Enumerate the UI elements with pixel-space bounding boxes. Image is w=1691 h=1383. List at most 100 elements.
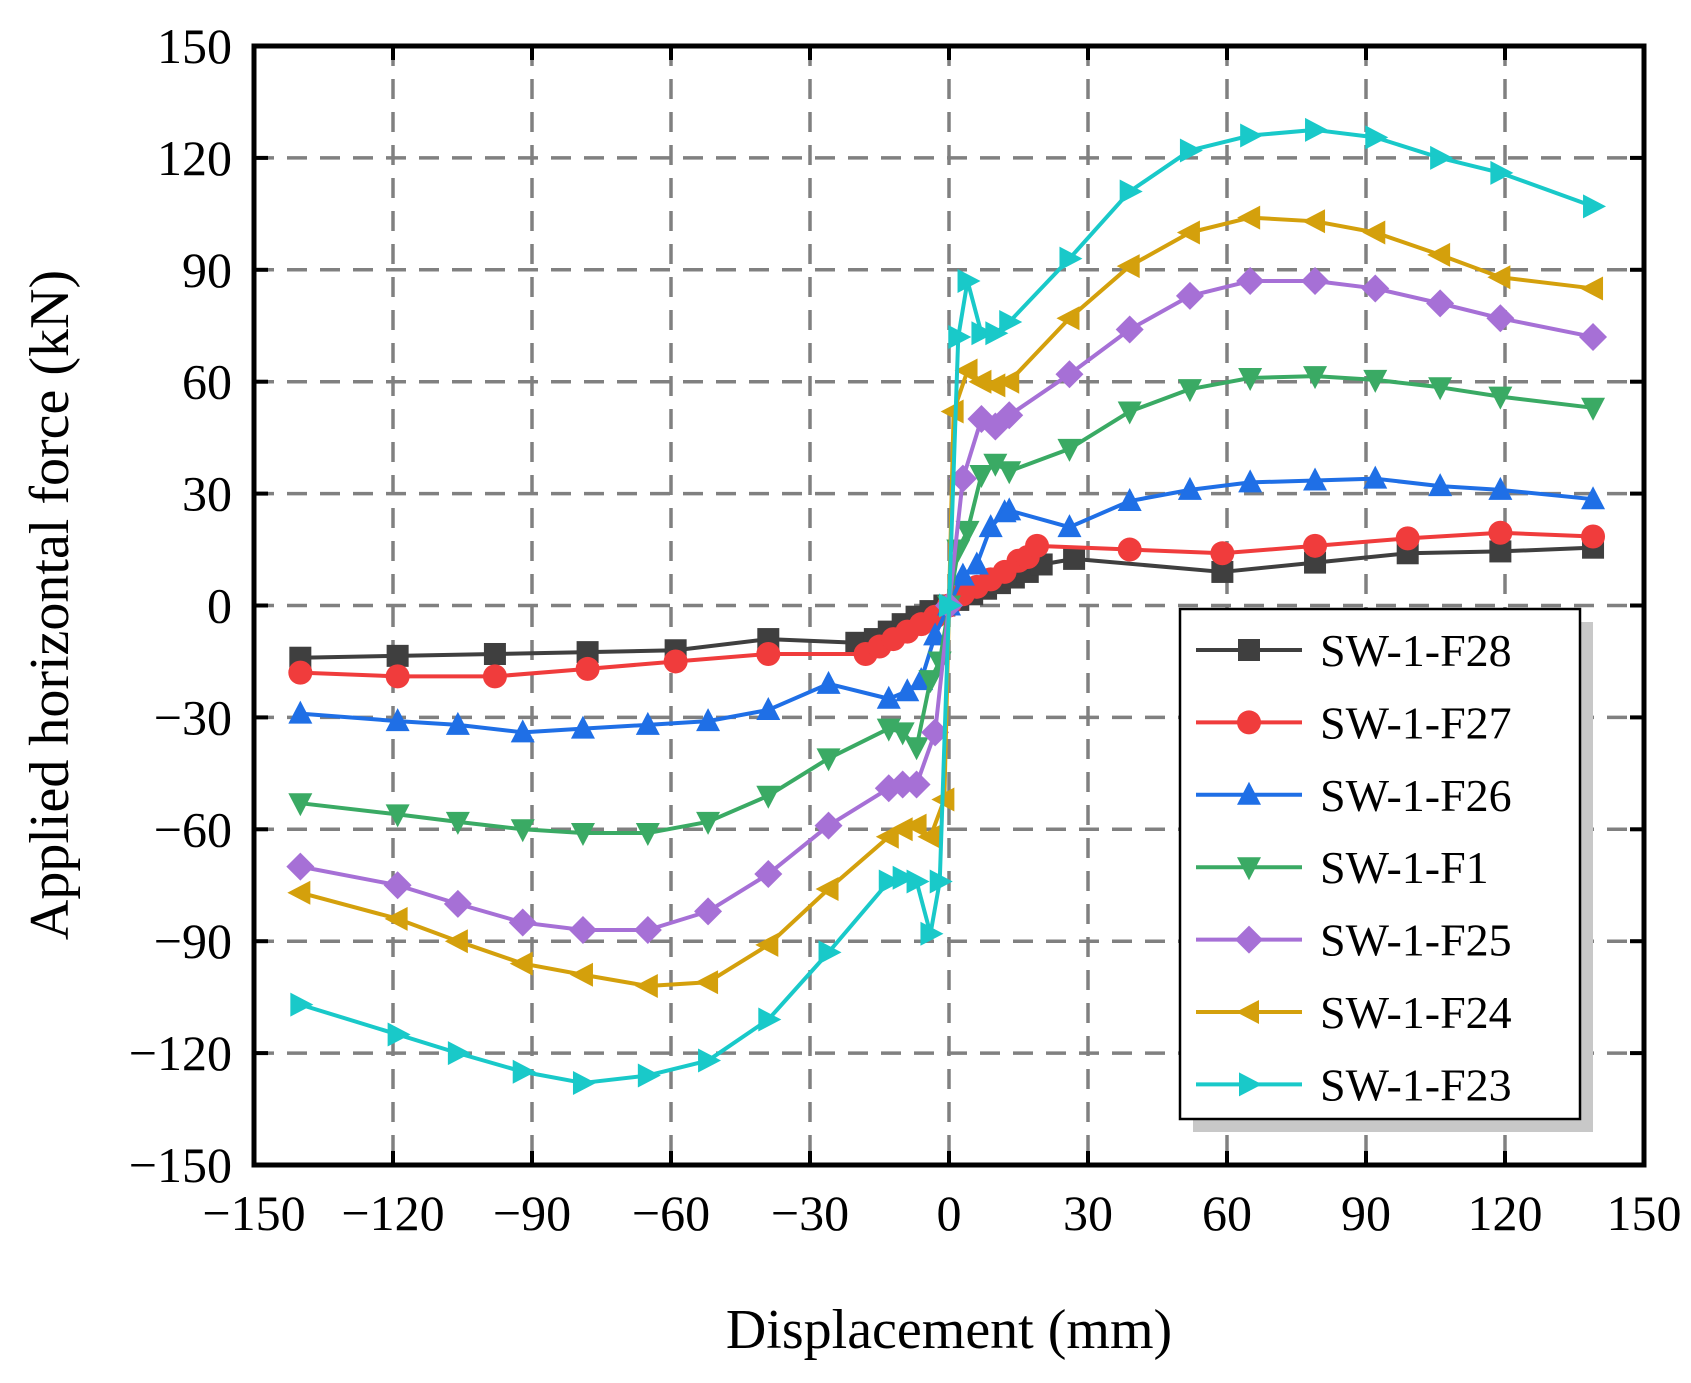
axis-ticks bbox=[252, 44, 1646, 1167]
data-point bbox=[816, 670, 841, 694]
data-point bbox=[576, 641, 599, 664]
data-point bbox=[1488, 386, 1513, 410]
data-point bbox=[948, 324, 972, 349]
data-point bbox=[755, 932, 779, 957]
data-point bbox=[1488, 520, 1513, 545]
legend-swatch-marker bbox=[1237, 857, 1261, 881]
data-point bbox=[756, 641, 781, 666]
data-point bbox=[483, 642, 506, 665]
data-point bbox=[663, 649, 688, 674]
data-point bbox=[1395, 526, 1420, 551]
legend-swatch-marker bbox=[1235, 925, 1263, 954]
legend-label: SW-1-F23 bbox=[1320, 1059, 1512, 1110]
data-point bbox=[634, 973, 658, 998]
legend-label: SW-1-F26 bbox=[1320, 770, 1512, 821]
y-axis-title: Applied horizontal force (kN) bbox=[19, 270, 81, 940]
data-point bbox=[1240, 123, 1264, 148]
data-point bbox=[288, 700, 313, 724]
data-point bbox=[1305, 117, 1329, 142]
y-tick-label: −30 bbox=[154, 689, 232, 745]
legend-item-SW-1-F23: SW-1-F23 bbox=[1196, 1059, 1512, 1110]
data-point bbox=[1176, 220, 1200, 245]
data-point bbox=[1117, 488, 1142, 512]
data-point bbox=[890, 722, 915, 746]
data-point bbox=[445, 811, 470, 835]
data-point bbox=[1177, 476, 1202, 500]
data-point bbox=[1581, 486, 1606, 510]
legend-swatch-marker bbox=[1237, 710, 1261, 735]
x-tick-label: 120 bbox=[1468, 1185, 1543, 1241]
legend-label: SW-1-F25 bbox=[1320, 915, 1512, 966]
data-point bbox=[1362, 220, 1386, 245]
data-point bbox=[1583, 194, 1607, 219]
data-point bbox=[902, 770, 931, 799]
data-point bbox=[971, 321, 995, 346]
data-point bbox=[1210, 541, 1235, 566]
data-point bbox=[878, 869, 902, 894]
legend-label: SW-1-F1 bbox=[1320, 842, 1489, 893]
data-point bbox=[288, 660, 313, 685]
data-point bbox=[754, 860, 783, 889]
data-point bbox=[1119, 179, 1143, 204]
data-point bbox=[510, 719, 535, 743]
data-point bbox=[1236, 266, 1265, 295]
data-point bbox=[964, 551, 989, 575]
data-point bbox=[950, 562, 975, 586]
data-point bbox=[1304, 551, 1327, 574]
data-point bbox=[997, 497, 1022, 521]
data-point bbox=[948, 464, 977, 493]
data-point bbox=[512, 1059, 536, 1084]
data-point bbox=[903, 813, 927, 838]
data-point bbox=[1059, 246, 1083, 271]
data-point bbox=[955, 520, 980, 544]
data-point bbox=[969, 464, 994, 488]
legend-label: SW-1-F28 bbox=[1320, 625, 1512, 676]
data-point bbox=[892, 865, 916, 890]
data-point bbox=[756, 696, 781, 720]
data-point bbox=[1177, 379, 1202, 403]
legend-item-SW-1-F25: SW-1-F25 bbox=[1196, 915, 1512, 966]
data-point bbox=[570, 715, 595, 739]
x-tick-label: 30 bbox=[1063, 1185, 1113, 1241]
data-point bbox=[568, 916, 597, 945]
data-point bbox=[1361, 274, 1390, 303]
tick-labels: −150 −120 −90 −60 −30 0 30 60 90 120 150 −150 −120 −9… bbox=[129, 18, 1682, 1241]
data-point bbox=[386, 644, 409, 667]
legend: SW-1-F28 SW-1-F27 SW-1-F26 SW-1-F1 SW-1-F25 S… bbox=[1178, 607, 1593, 1132]
y-tick-label: −60 bbox=[154, 801, 232, 857]
data-point bbox=[1430, 145, 1454, 170]
data-point bbox=[383, 871, 412, 900]
data-point bbox=[1581, 524, 1606, 549]
data-point bbox=[889, 817, 913, 842]
data-point bbox=[954, 358, 978, 383]
data-point bbox=[1365, 125, 1389, 150]
data-point bbox=[1056, 306, 1080, 331]
data-point bbox=[968, 369, 992, 394]
data-point bbox=[815, 876, 839, 901]
data-point bbox=[921, 718, 950, 747]
legend-swatch-marker bbox=[1239, 1072, 1262, 1097]
legend-item-SW-1-F1: SW-1-F1 bbox=[1196, 842, 1489, 893]
data-point bbox=[982, 373, 1006, 398]
data-point bbox=[447, 1041, 471, 1066]
x-tick-label: −120 bbox=[341, 1185, 444, 1241]
x-tick-label: 90 bbox=[1341, 1185, 1391, 1241]
data-point bbox=[443, 889, 472, 918]
data-point bbox=[696, 708, 721, 732]
data-point bbox=[385, 708, 410, 732]
data-point bbox=[510, 819, 535, 843]
data-point bbox=[814, 811, 843, 840]
data-point bbox=[287, 880, 311, 905]
data-point bbox=[1489, 540, 1512, 563]
data-point bbox=[1238, 367, 1263, 391]
data-point bbox=[1303, 467, 1328, 491]
data-point bbox=[570, 823, 595, 847]
x-tick-label: −60 bbox=[632, 1185, 710, 1241]
data-point bbox=[895, 678, 920, 702]
legend-item-SW-1-F28: SW-1-F28 bbox=[1196, 625, 1512, 676]
data-point bbox=[1579, 322, 1608, 351]
data-point bbox=[1303, 533, 1328, 558]
data-point bbox=[939, 593, 962, 618]
data-point bbox=[978, 514, 1003, 538]
